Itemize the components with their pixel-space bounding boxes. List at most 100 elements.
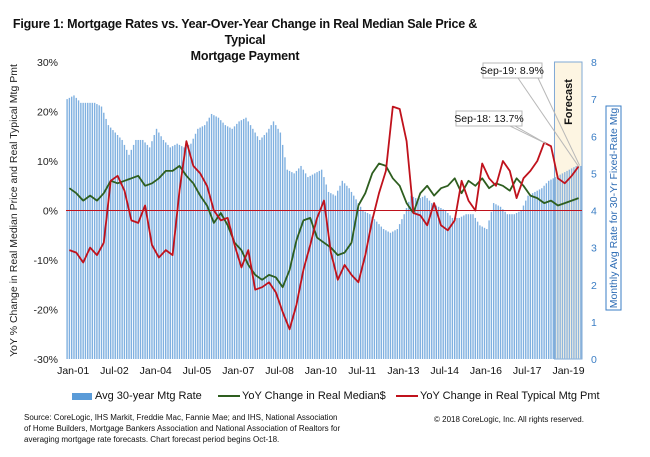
bar-rate [410, 195, 412, 359]
annotation-label-sep18: Sep-18: 13.7% [454, 113, 523, 125]
bar-rate [155, 128, 158, 359]
bar-rate [77, 100, 80, 360]
y-tick-label: 10% [37, 156, 58, 168]
copyright-note: © 2018 CoreLogic, Inc. All rights reserv… [434, 415, 584, 424]
bar-rate [403, 214, 405, 359]
bar-rate [570, 168, 573, 359]
bar-rate [561, 173, 564, 359]
bar-rate [256, 136, 259, 359]
bar-rate [371, 216, 373, 359]
bar-rate [123, 144, 126, 359]
bar-rate [366, 212, 369, 359]
bar-rate [389, 232, 392, 359]
bar-rate [151, 141, 153, 359]
bar-rate [229, 127, 231, 360]
bar-rate [362, 210, 364, 359]
bar-rate [107, 125, 110, 359]
bar-rate [380, 226, 382, 359]
bar-rate [208, 117, 210, 359]
bar-rate [87, 102, 89, 360]
chart-title: Figure 1: Mortgage Rates vs. Year-Over-Y… [0, 16, 490, 64]
bar-rate [550, 179, 552, 359]
bar-rate [527, 195, 529, 359]
annotation-box-sep18 [455, 110, 523, 127]
bar-rate [162, 139, 165, 359]
bar-rate [291, 172, 293, 359]
bar-rate [465, 214, 467, 359]
chart-title-line1: Figure 1: Mortgage Rates vs. Year-Over-Y… [12, 17, 478, 47]
bar-rate [201, 126, 204, 359]
bar-rate [128, 154, 130, 359]
bar-rate [252, 128, 254, 359]
bar-rate [525, 200, 527, 359]
bar-rate [206, 121, 208, 360]
bar-rate [568, 169, 571, 359]
bar-rate [575, 165, 577, 359]
y2-tick-label: 6 [591, 131, 597, 143]
bar-rate [529, 194, 532, 359]
bar-rate [318, 170, 321, 359]
x-tick-label: Jan-01 [57, 365, 89, 377]
bar-rate [492, 203, 495, 359]
bar-rate [490, 211, 493, 359]
bar-rate [522, 205, 525, 359]
bar-rate [460, 216, 463, 359]
y2-tick-label: 1 [591, 317, 597, 329]
bar-rate [288, 170, 291, 359]
bar-rate [414, 198, 417, 359]
bar-rate [279, 132, 282, 359]
bar-rate [153, 135, 155, 359]
bar-rate [247, 121, 249, 360]
legend-swatch-payment [396, 395, 418, 397]
bar-rate [332, 194, 334, 359]
bar-rate [543, 185, 545, 359]
legend-label-payment: YoY Change in Real Typical Mtg Pmt [420, 390, 600, 402]
annotation-label-sep19: Sep-19: 8.9% [480, 65, 544, 77]
bar-rate [268, 128, 270, 359]
bar-rate [109, 127, 112, 360]
bar-rate [548, 180, 550, 359]
bar-rate [426, 198, 428, 359]
bar-rate [181, 146, 183, 359]
bar-rate [178, 144, 181, 359]
source-line-2: of Home Builders, Mortgage Bankers Assoc… [24, 424, 341, 433]
bar-rate [440, 208, 442, 359]
bar-rate [73, 95, 75, 359]
x-tick-label: Jan-19 [552, 365, 584, 377]
bar-rate [204, 125, 206, 359]
legend-label-rate: Avg 30-year Mtg Rate [95, 390, 202, 402]
x-tick-label: Jan-07 [222, 365, 254, 377]
bar-rate [481, 226, 483, 359]
bar-rate [444, 210, 447, 359]
x-tick-label: Jul-17 [513, 365, 542, 377]
bar-rate [453, 217, 456, 359]
bar-rate [417, 199, 419, 359]
bar-rate [304, 173, 307, 359]
bar-rate [564, 172, 566, 359]
bar-rate [121, 139, 123, 359]
y2-tick-label: 0 [591, 354, 597, 366]
legend-label-median: YoY Change in Real Median$ [242, 390, 386, 402]
bar-rate [408, 201, 410, 359]
x-tick-label: Jul-05 [183, 365, 212, 377]
bar-rate [215, 116, 217, 359]
bar-rate [401, 219, 403, 359]
annotation-leader-sep18 [509, 125, 545, 144]
bar-rate [511, 214, 513, 359]
legend-swatch-median [218, 395, 240, 397]
bar-rate [75, 97, 77, 359]
bar-rate [249, 125, 252, 359]
annotation-leader-sep18b [514, 125, 547, 145]
line-real-median-yoy [68, 162, 579, 289]
bar-rate [458, 217, 460, 359]
bar-rate [295, 170, 298, 359]
bar-rate [100, 106, 103, 359]
bar-rate [327, 191, 330, 359]
bar-rate [116, 135, 119, 359]
bar-rate [334, 195, 337, 359]
bar-rate [385, 230, 387, 359]
y-tick-label: -10% [33, 255, 58, 267]
bar-rate [580, 165, 582, 359]
y2-tick-label: 4 [591, 206, 597, 218]
